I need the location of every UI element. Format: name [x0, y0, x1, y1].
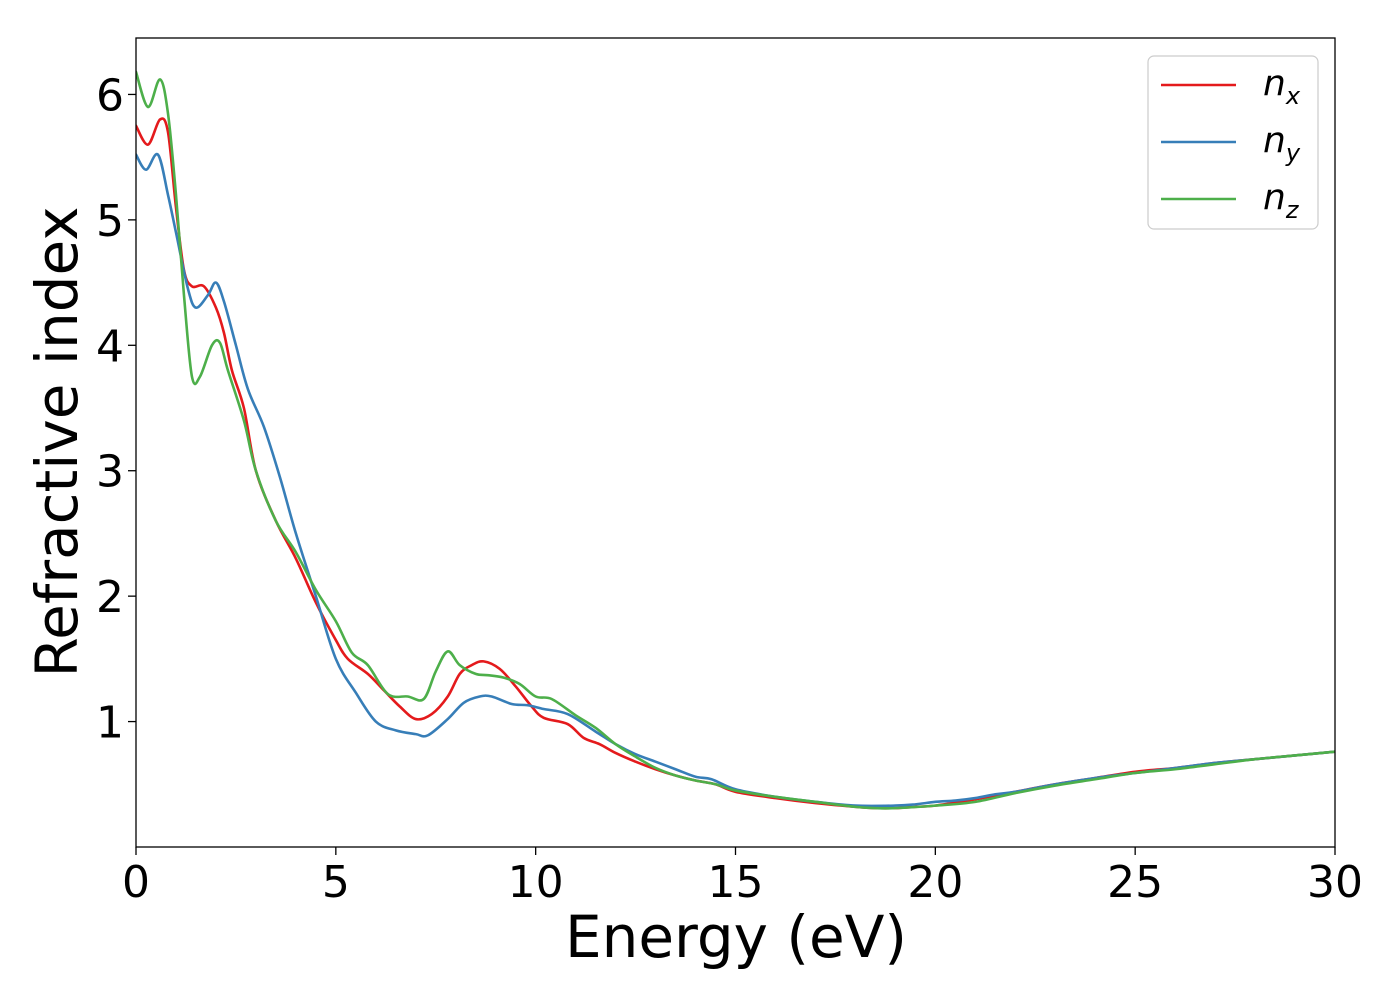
x-tick-label: 30 — [1307, 857, 1363, 908]
x-tick-label: 0 — [122, 857, 150, 908]
y-tick-label: 6 — [96, 70, 124, 121]
series-line-z — [136, 70, 1335, 810]
y-tick-label: 4 — [96, 321, 124, 372]
x-tick-label: 20 — [907, 857, 963, 908]
y-axis-ticks: 1 2 3 4 5 6 — [96, 70, 136, 749]
x-tick-label: 25 — [1107, 857, 1163, 908]
x-axis-title: Energy (eV) — [565, 903, 907, 971]
x-tick-label: 10 — [508, 857, 564, 908]
series-line-y — [136, 152, 1335, 808]
y-axis-title: Refractive index — [23, 206, 91, 677]
y-tick-label: 2 — [96, 572, 124, 623]
x-axis-ticks: 0 5 10 15 20 25 30 — [122, 847, 1363, 908]
y-tick-label: 1 — [96, 698, 124, 749]
x-tick-label: 15 — [708, 857, 764, 908]
y-tick-label: 3 — [96, 447, 124, 498]
x-tick-label: 5 — [322, 857, 350, 908]
y-tick-label: 5 — [96, 196, 124, 247]
series-lines — [136, 70, 1335, 810]
